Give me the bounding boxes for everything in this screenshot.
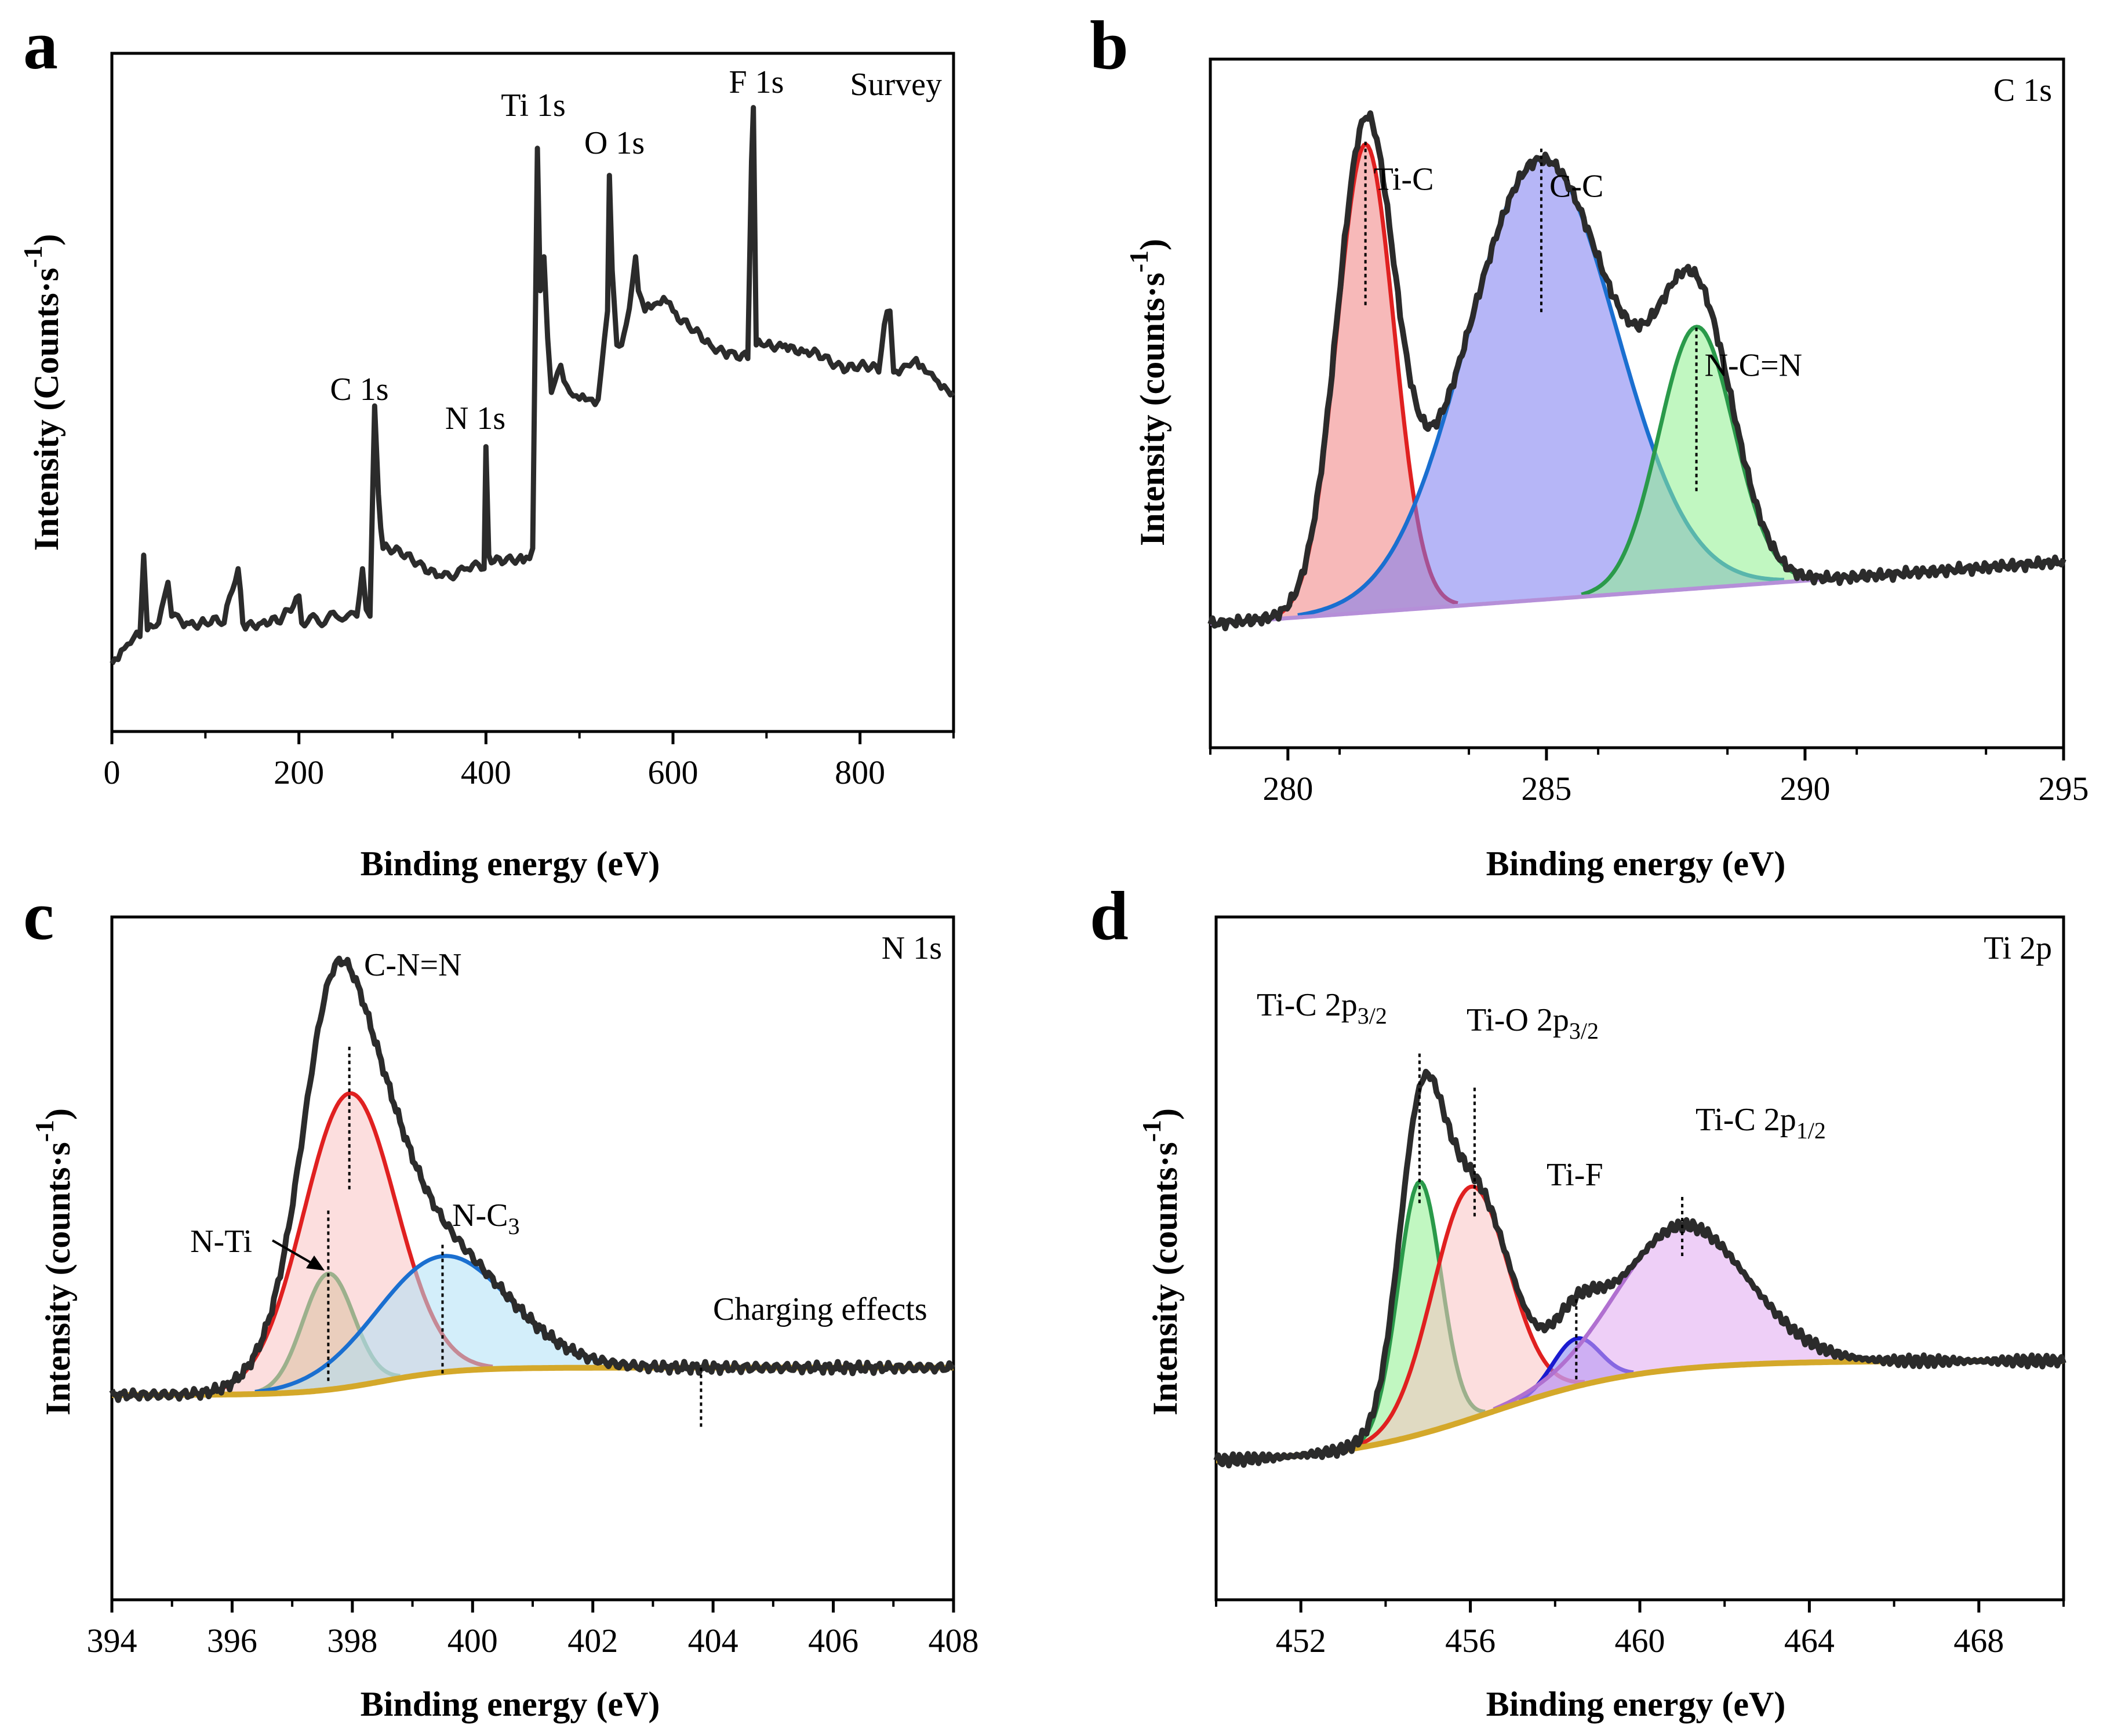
x-tick-label: 394 [87, 1622, 137, 1659]
y-axis-label: Intensity (counts·s-1) [1124, 239, 1171, 546]
envelope-line [109, 955, 955, 1403]
x-tick-label: 452 [1276, 1622, 1326, 1659]
plot-frame [1209, 57, 2065, 749]
marker-label: C-N=N [364, 947, 461, 983]
marker-label: Charging effects [713, 1291, 927, 1327]
marker-label-sub: 3/2 [1569, 1018, 1599, 1044]
marker-label-main: Charging effects [713, 1291, 927, 1327]
x-tick-label: 406 [808, 1622, 858, 1659]
x-tick-label: 200 [274, 754, 324, 791]
x-tick-label: 285 [1521, 770, 1571, 807]
panel-d: 452 456 460 464 468 d Ti 2p Binding energy (eV)… [1090, 877, 2066, 1723]
marker-label: Ti-F [1547, 1157, 1603, 1193]
marker-label-main: C-N=N [364, 947, 461, 983]
panel-title: N 1s [882, 930, 942, 966]
marker-label: Ti-O 2p3/2 [1467, 1002, 1599, 1044]
x-tick-label: 456 [1445, 1622, 1496, 1659]
y-axis-label-sup: -1 [30, 1120, 59, 1142]
x-tick-label: 600 [648, 754, 698, 791]
x-axis-label: Binding energy (eV) [1486, 845, 1786, 883]
marker-label-main: Ti-O 2p [1467, 1002, 1569, 1038]
marker-label-main: N-C [452, 1198, 508, 1233]
y-axis-label-group: Intensity (counts·s-1) [30, 1108, 77, 1415]
y-axis-label: Intensity (counts·s-1) [1137, 1108, 1184, 1415]
peak-label: F 1s [729, 64, 784, 100]
marker-label: C-C [1549, 169, 1603, 205]
y-axis-label-end: ) [1133, 239, 1171, 250]
panel-title: Ti 2p [1984, 930, 2052, 966]
x-tick-label: 460 [1615, 1622, 1665, 1659]
envelope-line [1213, 1068, 2066, 1469]
panel-title: C 1s [1993, 72, 2052, 108]
x-tick-label: 468 [1953, 1622, 2004, 1659]
component-fill-2 [254, 1255, 630, 1395]
peak-label: Ti 1s [501, 88, 566, 123]
peak-label: C 1s [330, 372, 388, 407]
peak-label: O 1s [584, 125, 645, 161]
y-axis-label: Intensity (Counts·s-1) [18, 234, 66, 551]
marker-label: N-C=N [1705, 347, 1802, 383]
x-axis-label: Binding energy (eV) [1486, 1685, 1786, 1723]
x-tick-label: 402 [567, 1622, 618, 1659]
panel-letter: a [23, 6, 58, 83]
y-axis-label-group: Intensity (counts·s-1) [1137, 1108, 1184, 1415]
marker-label: Ti-C [1374, 162, 1434, 198]
x-tick-label: 398 [327, 1622, 377, 1659]
marker-label-main: Ti-C 2p [1257, 987, 1358, 1023]
y-axis-label-end: ) [39, 1108, 77, 1120]
x-axis-label: Binding energy (eV) [361, 845, 660, 883]
panel-title: Survey [850, 67, 942, 103]
envelope-line [1207, 110, 2066, 632]
y-axis-label-group: Intensity (counts·s-1) [1124, 239, 1171, 546]
marker-label: Ti-C 2p1/2 [1696, 1102, 1826, 1144]
x-tick-label: 464 [1784, 1622, 1835, 1659]
x-tick-label: 0 [104, 754, 121, 791]
component-line-1 [1355, 1184, 1585, 1448]
panel-c: 394 396 398 400 402 404 406 408 c N 1s Binding ene… [23, 877, 979, 1723]
y-axis-label-sup: -1 [1137, 1120, 1166, 1142]
component-fill-1 [1356, 1187, 1585, 1449]
panel-letter: b [1090, 6, 1129, 83]
panel-a: 0 200 400 600 800 a Survey Binding energy (eV) I… [18, 6, 955, 883]
y-axis-label-group: Intensity (Counts·s-1) [18, 234, 66, 551]
marker-label-sub: 3/2 [1358, 1003, 1387, 1029]
arrow-head [306, 1255, 325, 1271]
x-tick-label: 400 [461, 754, 511, 791]
peak-label: N 1s [445, 401, 505, 436]
y-axis-label-main: Intensity (counts·s [1146, 1142, 1184, 1415]
y-axis-label-end: ) [27, 234, 66, 246]
y-axis-label-sup: -1 [1124, 250, 1154, 272]
marker-label-sub: 3 [508, 1213, 519, 1239]
x-tick-label: 290 [1780, 770, 1830, 807]
marker-label: Ti-C 2p3/2 [1257, 987, 1387, 1029]
x-tick-label: 396 [207, 1622, 257, 1659]
y-axis-label-sup: -1 [18, 246, 48, 268]
y-axis-label-main: Intensity (counts·s [39, 1142, 77, 1415]
x-tick-label: 404 [688, 1622, 738, 1659]
x-axis-label: Binding energy (eV) [361, 1685, 660, 1723]
y-axis-label: Intensity (counts·s-1) [30, 1108, 77, 1415]
y-axis-label-main: Intensity (Counts·s [27, 268, 66, 551]
x-tick-label: 400 [447, 1622, 498, 1659]
marker-label: N-Ti [190, 1224, 252, 1260]
x-tick-label: 408 [929, 1622, 979, 1659]
panel-b: 280 285 290 295 b C 1s Binding energy (eV) Inte… [1090, 6, 2089, 883]
y-axis-label-main: Intensity (counts·s [1133, 272, 1171, 546]
marker-label-sub: 1/2 [1796, 1118, 1826, 1144]
marker-label-main: Ti-C 2p [1696, 1102, 1796, 1138]
x-tick-label: 800 [835, 754, 885, 791]
y-axis-label-end: ) [1146, 1108, 1184, 1120]
marker-label: N-C3 [452, 1198, 519, 1239]
panel-letter: c [23, 877, 54, 954]
marker-label-main: N-Ti [190, 1224, 252, 1260]
panel-letter: d [1090, 877, 1129, 954]
x-tick-label: 295 [2039, 770, 2089, 807]
survey-line [110, 105, 955, 665]
component-fill-3 [1493, 1225, 1871, 1411]
marker-label-main: Ti-F [1547, 1157, 1603, 1193]
x-tick-label: 280 [1262, 770, 1313, 807]
